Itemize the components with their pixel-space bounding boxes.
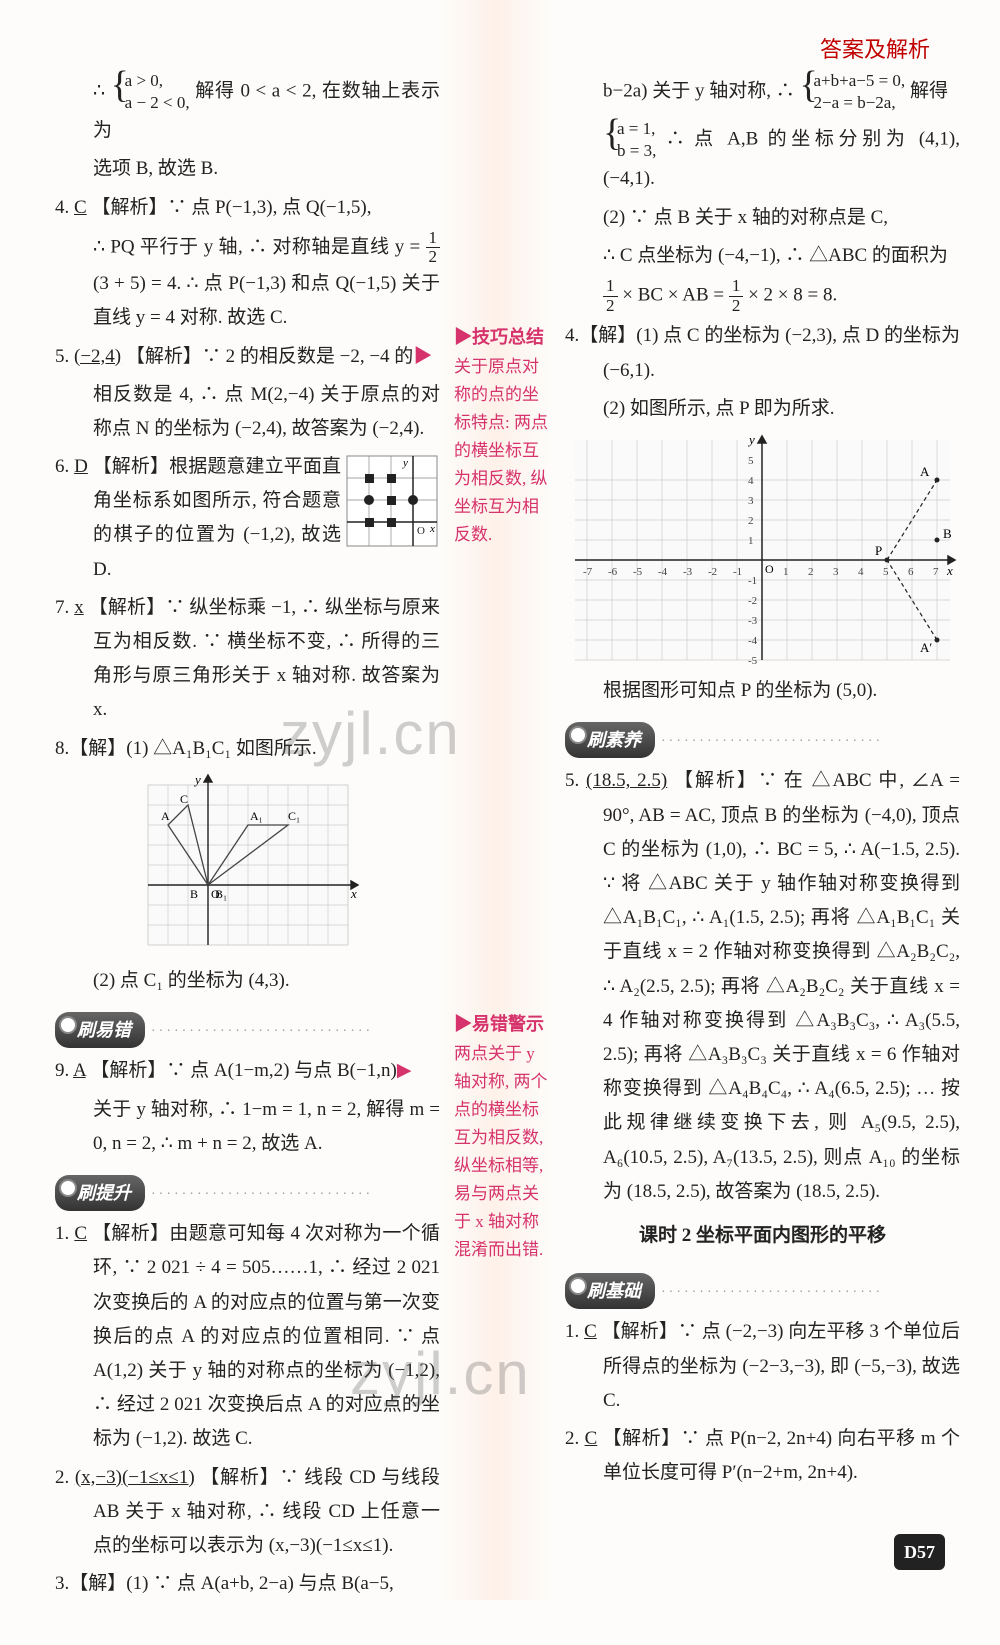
svg-text:-6: -6 (608, 566, 618, 578)
r-q3-2a: (2) ∵ 点 B 关于 x 轴的对称点是 C, (565, 201, 960, 235)
q9-answer: A (73, 1060, 86, 1081)
q7-answer: x (74, 597, 84, 618)
svg-text:y: y (193, 772, 201, 787)
svg-text:x: x (350, 886, 357, 901)
q9: 9. A 【解析】∵ 点 A(1−m,2) 与点 B(−1,n)▶ (55, 1054, 440, 1088)
up-q1-answer: C (74, 1223, 87, 1244)
svg-text:B: B (943, 526, 952, 541)
q4-sol: ∴ PQ 平行于 y 轴, ∴ 对称轴是直线 y = 12 (3 + 5) = … (55, 229, 440, 336)
svg-text:1: 1 (748, 535, 754, 547)
up-q1: 1. C 【解析】由题意可知每 4 次对称为一个循环, ∵ 2 021 ÷ 4 … (55, 1217, 440, 1456)
q7: 7. x 【解析】∵ 纵坐标乘 −1, ∴ 纵坐标与原来互为相反数. ∵ 横坐标… (55, 591, 440, 728)
q5-answer: (−2,4) (74, 346, 121, 367)
r-q3-cont: b−2a) 关于 y 轴对称, ∴ a+b+a−5 = 0, 2−a = b−2… (565, 70, 960, 114)
svg-text:B₁: B₁ (215, 887, 227, 901)
q5-sol: 相反数是 4, ∴ 点 M(2,−4) 关于原点的对称点 N 的坐标为 (−2,… (55, 378, 440, 446)
b-q2-answer: C (585, 1428, 598, 1449)
svg-text:2: 2 (748, 515, 754, 527)
svg-text:-2: -2 (708, 566, 717, 578)
svg-text:y: y (747, 432, 755, 447)
svg-text:-7: -7 (583, 566, 593, 578)
svg-text:1: 1 (783, 566, 789, 578)
svg-text:x: x (946, 563, 953, 578)
svg-text:4: 4 (748, 475, 754, 487)
svg-text:-4: -4 (748, 635, 758, 647)
q6-answer: D (74, 456, 88, 477)
tip1-label: ▶技巧总结 (454, 322, 551, 353)
svg-text:-5: -5 (633, 566, 643, 578)
r-q4b: (2) 如图所示, 点 P 即为所求. (565, 392, 960, 426)
q9-sol: 关于 y 轴对称, ∴ 1−m = 1, n = 2, 解得 m = 0, n … (55, 1093, 440, 1161)
svg-text:A′: A′ (920, 640, 932, 655)
r-q4c: 根据图形可知点 P 的坐标为 (5,0). (565, 674, 960, 708)
section-up: 刷提升 (55, 1165, 440, 1217)
b-q2: 2. C 【解析】∵ 点 P(n−2, 2n+4) 向右平移 m 个单位长度可得… (565, 1422, 960, 1490)
sol-3-cont: ∴ a > 0, a − 2 < 0, 解得 0 < a < 2, 在数轴上表示… (55, 70, 440, 148)
svg-text:A: A (920, 464, 930, 479)
sol-3-end: 选项 B, 故选 B. (55, 152, 440, 186)
svg-text:-1: -1 (733, 566, 742, 578)
left-column: ∴ a > 0, a − 2 < 0, 解得 0 < a < 2, 在数轴上表示… (55, 70, 450, 1605)
q8-figure: x y O A C B A₁ C₁ B₁ (133, 770, 363, 960)
tip2-text: 两点关于 y 轴对称, 两个点的横坐标互为相反数, 纵坐标相等, 易与两点关于 … (454, 1040, 551, 1264)
svg-text:7: 7 (933, 566, 939, 578)
r-q4a: 4.【解】(1) 点 C 的坐标为 (−2,3), 点 D 的坐标为 (−6,1… (565, 319, 960, 387)
svg-text:-3: -3 (748, 615, 758, 627)
q6-figure: O x y (345, 454, 440, 549)
svg-text:5: 5 (883, 566, 889, 578)
svg-text:O: O (765, 562, 774, 576)
svg-text:2: 2 (808, 566, 814, 578)
q6: 6. D 【解析】根据题意建立平面直角坐标系如图所示, 符合题意的棋子的位置为 … (55, 450, 341, 587)
svg-text:O: O (417, 525, 425, 537)
svg-text:3: 3 (748, 495, 754, 507)
b-q1: 1. C 【解析】∵ 点 (−2,−3) 向左平移 3 个单位后所得点的坐标为 … (565, 1315, 960, 1418)
up-q2: 2. (x,−3)(−1≤x≤1) 【解析】∵ 线段 CD 与线段 AB 关于 … (55, 1461, 440, 1564)
lesson-title: 课时 2 坐标平面内图形的平移 (565, 1219, 960, 1253)
svg-text:5: 5 (748, 455, 754, 467)
q8: 8.【解】(1) △A₁B₁C₁ 如图所示. (55, 732, 440, 766)
q4-answer: C (74, 197, 87, 218)
svg-text:A₁: A₁ (250, 809, 263, 823)
svg-text:-3: -3 (683, 566, 693, 578)
svg-text:P: P (875, 543, 882, 558)
svg-text:A: A (161, 809, 170, 823)
up-q2-answer: (x,−3)(−1≤x≤1) (75, 1467, 195, 1488)
mid-column: ▶技巧总结 关于原点对称的点的坐标特点: 两点的横坐标互为相反数, 纵坐标互为相… (450, 70, 555, 1605)
svg-text:x: x (429, 523, 435, 535)
q4: 4. C 【解析】∵ 点 P(−1,3), 点 Q(−1,5), (55, 191, 440, 225)
q8b: (2) 点 C₁ 的坐标为 (4,3). (55, 964, 440, 998)
section-core: 刷素养 (565, 712, 960, 764)
right-column: b−2a) 关于 y 轴对称, ∴ a+b+a−5 = 0, 2−a = b−2… (555, 70, 960, 1605)
svg-text:C₁: C₁ (288, 809, 300, 823)
r-q4-figure: x y O -7 -6 -5 -4 -3 -2 -1 1 2 3 4 5 6 7 -5 -4 -3 -2 -1 1 2 3… (565, 430, 960, 670)
up-q3: 3.【解】(1) ∵ 点 A(a+b, 2−a) 与点 B(a−5, (55, 1567, 440, 1601)
svg-text:C: C (180, 792, 188, 806)
svg-text:B: B (190, 887, 198, 901)
section-base: 刷基础 (565, 1263, 960, 1315)
svg-text:3: 3 (833, 566, 839, 578)
svg-text:-5: -5 (748, 655, 758, 667)
r-q3-solve: a = 1, b = 3, ∴ 点 A,B 的坐标分别为 (4,1), (−4,… (565, 118, 960, 196)
r-q3-2b: ∴ C 点坐标为 (−4,−1), ∴ △ABC 的面积为 (565, 239, 960, 273)
r-q3-2c: 12 × BC × AB = 12 × 2 × 8 = 8. (565, 277, 960, 315)
r-q5-answer: (18.5, 2.5) (586, 770, 667, 791)
section-easy: 刷易错 (55, 1002, 440, 1054)
tip1-text: 关于原点对称的点的坐标特点: 两点的横坐标互为相反数, 纵坐标互为相反数. (454, 353, 551, 549)
svg-text:-2: -2 (748, 595, 757, 607)
r-q5: 5. (18.5, 2.5) 【解析】∵ 在 △ABC 中, ∠A = 90°,… (565, 764, 960, 1208)
b-q1-answer: C (584, 1321, 597, 1342)
svg-text:6: 6 (908, 566, 914, 578)
svg-text:4: 4 (858, 566, 864, 578)
tip2-label: ▶易错警示 (454, 1009, 551, 1040)
svg-text:-1: -1 (748, 575, 757, 587)
svg-text:y: y (402, 457, 408, 469)
page-header: 答案及解析 (820, 30, 930, 70)
q5: 5. (−2,4) 【解析】∵ 2 的相反数是 −2, −4 的▶ (55, 340, 440, 374)
svg-text:-4: -4 (658, 566, 668, 578)
